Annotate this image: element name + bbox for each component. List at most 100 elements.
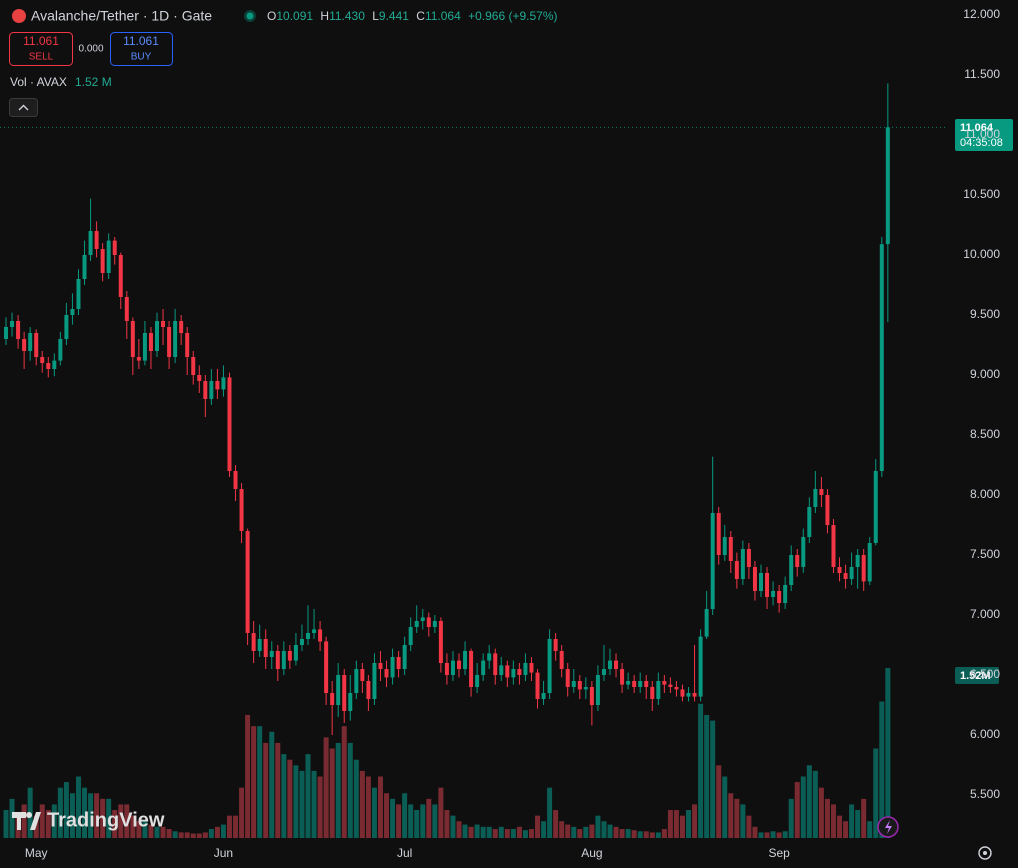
volume-bar [420, 804, 426, 838]
candle-body [686, 693, 691, 697]
candle-body [402, 645, 407, 669]
volume-bar [794, 782, 800, 838]
candle-body [879, 244, 884, 471]
volume-bar [818, 787, 824, 838]
candle-body [493, 653, 498, 675]
volume-legend: Vol · AVAX [10, 75, 67, 89]
symbol-title[interactable]: Avalanche/Tether · 1D · Gate [31, 8, 212, 24]
buy-label: BUY [131, 52, 152, 63]
candle-body [179, 321, 184, 333]
ohlc-value: 11.064 [425, 9, 461, 23]
ohlc-value: 11.430 [329, 9, 365, 23]
candle-body [167, 327, 172, 357]
volume-bar [782, 831, 788, 838]
volume-bar [9, 798, 15, 838]
collapse-button[interactable] [9, 98, 38, 117]
candle-body [475, 675, 480, 687]
candle-body [765, 573, 770, 597]
candle-body [378, 663, 383, 669]
volume-bar [704, 714, 710, 838]
candle-body [523, 663, 528, 675]
volume-bar [571, 826, 577, 838]
symbol-icon [12, 9, 26, 23]
sell-label: SELL [29, 52, 54, 63]
buy-button[interactable] [110, 32, 173, 66]
volume-bar [776, 832, 782, 838]
candle-body [34, 333, 39, 357]
candle-body [595, 675, 600, 705]
candle-body [553, 639, 558, 651]
volume-bar [239, 787, 245, 838]
candle-body [197, 375, 202, 381]
volume-bar [679, 815, 685, 838]
candle-body [734, 561, 739, 579]
volume-bar [861, 798, 867, 838]
volume-bar [553, 810, 559, 838]
volume-bar [178, 832, 184, 838]
candle-body [698, 636, 703, 697]
price-badge-countdown: 04:35:08 [960, 137, 1003, 149]
volume-bar [263, 742, 269, 838]
volume-bar [208, 829, 214, 838]
candle-body [759, 573, 763, 591]
volume-bar [184, 832, 190, 838]
candle-body [710, 513, 715, 609]
volume-bar [607, 824, 613, 838]
volume-bar [287, 759, 293, 838]
spread: 0.000 [78, 44, 103, 55]
candle-body [100, 249, 105, 273]
volume-bar [160, 826, 166, 838]
candle-body [481, 660, 486, 675]
candle-body [390, 657, 395, 678]
candle-body [312, 629, 317, 633]
volume-bar [746, 815, 752, 838]
candle-body [740, 549, 745, 579]
candle-body [807, 507, 812, 537]
candle-body [209, 381, 214, 399]
settings-button[interactable] [978, 846, 992, 860]
volume-bar [535, 815, 541, 838]
candle-body [366, 681, 371, 699]
candle-body [330, 693, 335, 705]
volume-bar [710, 720, 716, 838]
candle-body [577, 681, 582, 690]
candle-body [76, 279, 81, 309]
volume-bar [33, 815, 39, 838]
candle-body [620, 669, 625, 685]
candle-body [112, 240, 117, 255]
candle-body [771, 591, 776, 597]
volume-bar [800, 776, 806, 838]
candle-body [215, 381, 220, 390]
volume-bar [257, 726, 263, 838]
volume-bar [752, 826, 758, 838]
x-tick-label: Jul [397, 846, 412, 860]
volume-bar [414, 810, 420, 838]
volume-bar [100, 798, 106, 838]
volume-bar [867, 821, 873, 838]
candle-body [819, 489, 824, 495]
volume-bar [75, 776, 81, 838]
volume-bar [716, 765, 722, 838]
volume-bar [631, 830, 637, 838]
volume-bar [359, 770, 365, 838]
candle-body [517, 669, 522, 675]
volume-bar [589, 824, 595, 838]
volume-bar [686, 810, 692, 838]
volume-bar [879, 701, 885, 838]
volume-bar [329, 748, 335, 838]
volume-bar [843, 821, 849, 838]
volume-bar [220, 824, 226, 838]
volume-bar [480, 826, 486, 838]
sell-button[interactable] [9, 32, 73, 66]
candle-body [203, 381, 208, 399]
candle-body [752, 567, 757, 591]
candle-body [233, 471, 238, 489]
volume-bar [365, 776, 371, 838]
candle-body [336, 675, 341, 705]
candle-body [191, 357, 196, 375]
y-tick-label: 7.500 [970, 547, 1000, 561]
candle-body [251, 633, 256, 651]
candle-body [825, 495, 830, 525]
y-tick-label: 10.500 [963, 187, 1000, 201]
candle-body [58, 339, 63, 361]
